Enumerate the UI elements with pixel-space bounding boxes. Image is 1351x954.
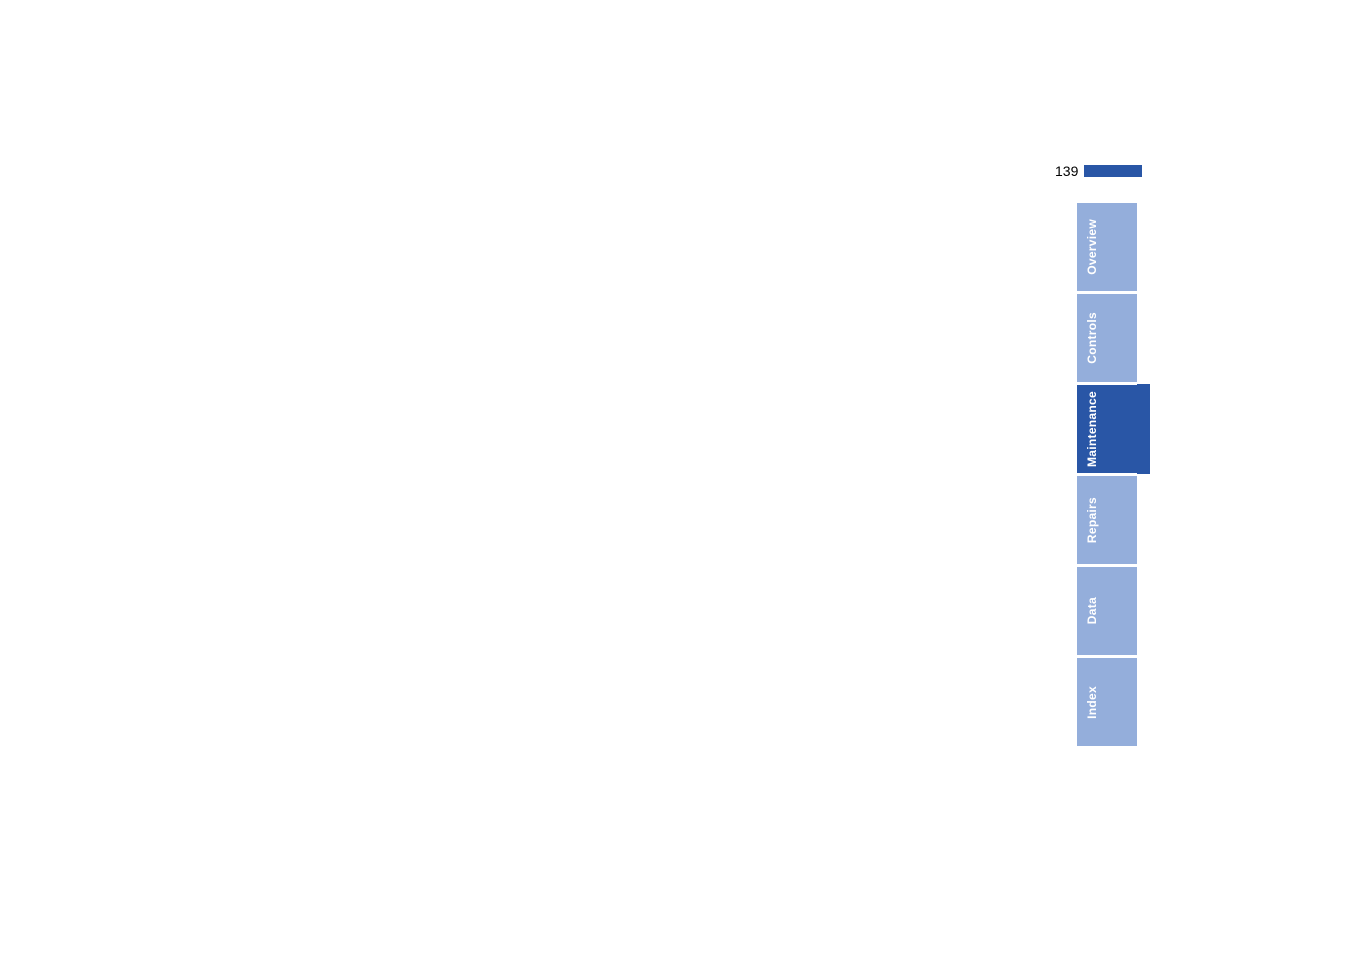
page-number-bar [1084,165,1142,177]
tab-label: Controls [1085,312,1099,364]
tab-index[interactable]: Index [1076,657,1138,747]
tab-maintenance[interactable]: Maintenance [1076,384,1138,474]
tabs-container: Overview Controls Maintenance Repairs Da… [1076,202,1138,747]
tab-label: Overview [1085,219,1099,275]
page-number-row: 139 [1055,163,1142,179]
page-number: 139 [1055,163,1078,179]
tab-label: Maintenance [1085,391,1099,467]
active-tab-indicator [1137,384,1150,474]
tab-overview[interactable]: Overview [1076,202,1138,292]
tab-label: Index [1085,686,1099,719]
tab-controls[interactable]: Controls [1076,293,1138,383]
tab-repairs[interactable]: Repairs [1076,475,1138,565]
tab-data[interactable]: Data [1076,566,1138,656]
tab-label: Repairs [1085,497,1099,543]
tab-label: Data [1085,597,1099,624]
